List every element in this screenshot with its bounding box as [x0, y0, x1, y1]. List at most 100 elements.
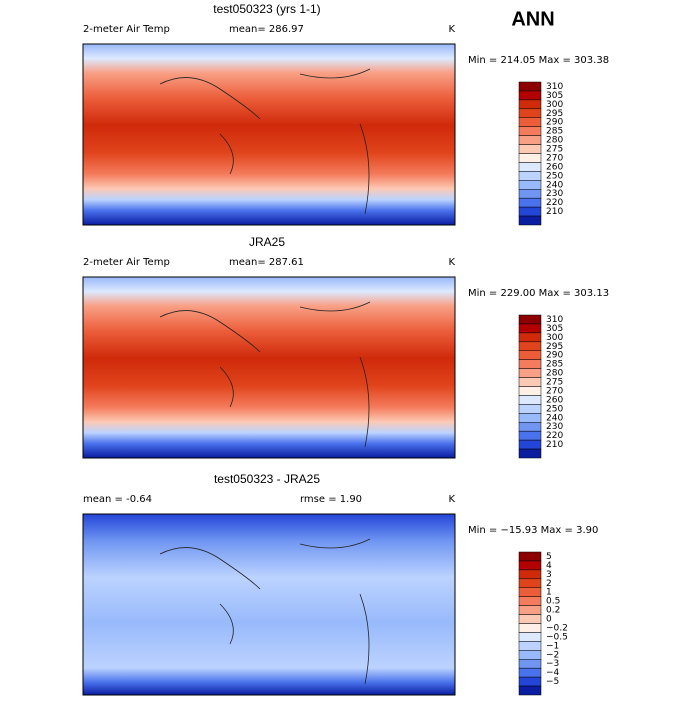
colorbar-label: 210 [546, 440, 563, 450]
map [82, 513, 456, 696]
units: K [448, 494, 455, 505]
color-box [518, 650, 542, 660]
color-box [518, 180, 542, 190]
color-box [518, 430, 542, 441]
color-box [518, 341, 542, 351]
colorbar-label: 1 [546, 588, 552, 598]
color-box [518, 632, 542, 642]
colorbar-label: 280 [546, 369, 563, 379]
figure-title: ANN [511, 8, 554, 30]
color-box [518, 90, 542, 101]
colorbar-label: 270 [546, 386, 563, 396]
color-box [518, 368, 542, 378]
colorbar-label: 295 [546, 109, 563, 119]
color-box [518, 350, 542, 360]
colorbar-label: 230 [546, 189, 563, 199]
color-box [518, 99, 542, 110]
colorbar-label: 3 [546, 570, 552, 580]
colorbar-label: 0.2 [546, 606, 560, 616]
color-box [518, 605, 542, 615]
color-box [518, 659, 542, 669]
colorbar-label: 290 [546, 351, 563, 361]
colorbar-label: 240 [546, 180, 563, 190]
color-box [518, 197, 542, 208]
colorbar-label: 305 [546, 91, 563, 101]
color-box [518, 162, 542, 172]
color-box [518, 377, 542, 387]
units: K [448, 24, 455, 35]
color-box [518, 587, 542, 597]
color-box [518, 314, 542, 325]
left-label: 2-meter Air Temp [83, 257, 170, 268]
colorbar-label: −4 [546, 668, 560, 678]
colorbar-label: 270 [546, 153, 563, 163]
color-box [518, 614, 542, 624]
color-box [518, 81, 542, 92]
colorbar-label: 275 [546, 145, 563, 155]
colorbar-label: 230 [546, 422, 563, 432]
colorbar-label: 300 [546, 100, 563, 110]
color-box [518, 108, 542, 118]
colorbar-label: 5 [546, 552, 552, 562]
left-label: 2-meter Air Temp [83, 24, 170, 35]
color-box [518, 332, 542, 343]
color-box [518, 144, 542, 154]
map [82, 276, 456, 459]
color-box [518, 404, 542, 414]
colorbar-label: 0 [546, 615, 552, 625]
color-box [518, 560, 542, 571]
color-box [518, 395, 542, 405]
middle-label: mean= 286.97 [229, 24, 304, 35]
panel-title: test050323 (yrs 1-1) [213, 2, 320, 16]
color-box [518, 448, 542, 459]
color-box [518, 551, 542, 562]
colorbar-label: 4 [546, 561, 552, 571]
colorbar-label: 310 [546, 82, 563, 92]
range-label: Min = 229.00 Max = 303.13 [468, 288, 609, 299]
panel-title: test050323 - JRA25 [214, 472, 320, 486]
color-box [518, 117, 542, 127]
color-box [518, 215, 542, 226]
colorbar-label: 285 [546, 360, 563, 370]
color-box [518, 578, 542, 588]
coastline [159, 538, 371, 685]
colorbar-label: 220 [546, 431, 563, 441]
color-box [518, 126, 542, 136]
colorbar-label: 285 [546, 127, 563, 137]
color-box [518, 153, 542, 163]
color-box [518, 667, 542, 678]
panel-title: JRA25 [249, 235, 285, 249]
range-label: Min = 214.05 Max = 303.38 [468, 55, 609, 66]
color-box [518, 386, 542, 396]
colorbar-label: 220 [546, 198, 563, 208]
left-label: mean = -0.64 [83, 494, 152, 505]
colorbar-label: 240 [546, 413, 563, 423]
colorbar-label: −3 [546, 659, 559, 669]
color-box [518, 641, 542, 651]
middle-label: mean= 287.61 [229, 257, 304, 268]
color-box [518, 135, 542, 145]
range-label: Min = −15.93 Max = 3.90 [468, 525, 598, 536]
colorbar-label: 295 [546, 342, 563, 352]
colorbar-label: −0.5 [546, 632, 568, 642]
units: K [448, 257, 455, 268]
color-box [518, 569, 542, 580]
color-box [518, 676, 542, 687]
color-box [518, 359, 542, 369]
colorbar-label: 260 [546, 162, 563, 172]
coastline [159, 68, 371, 215]
colorbar-label: 290 [546, 118, 563, 128]
colorbar-label: 305 [546, 324, 563, 334]
color-box [518, 422, 542, 432]
color-box [518, 323, 542, 334]
color-box [518, 623, 542, 633]
colorbar-label: −1 [546, 641, 559, 651]
colorbar-label: 250 [546, 171, 563, 181]
coastline [159, 301, 371, 448]
colorbar-label: −0.2 [546, 623, 568, 633]
colorbar-label: 300 [546, 333, 563, 343]
color-box [518, 685, 542, 696]
colorbar-label: 210 [546, 207, 563, 217]
